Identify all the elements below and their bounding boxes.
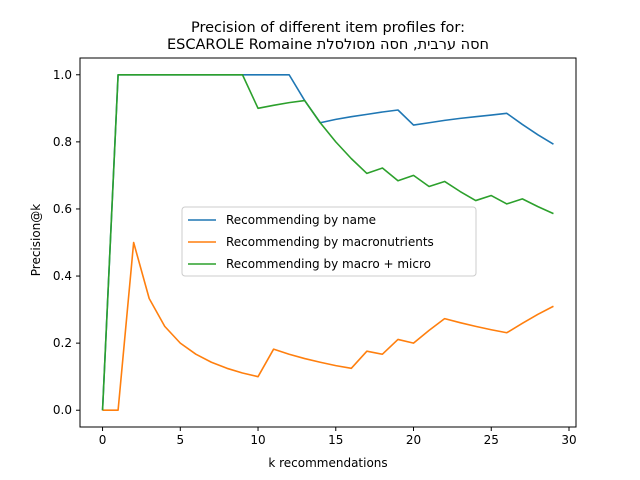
y-axis-ticks: 0.0 0.2 0.4 0.6 0.8 1.0 — [53, 68, 80, 417]
y-tick-label: 0.6 — [53, 202, 72, 216]
series-line-2 — [102, 241, 554, 412]
x-tick-label: 25 — [484, 433, 499, 447]
y-tick-label: 0.8 — [53, 135, 72, 149]
chart-title-line-1: Precision of different item profiles for… — [191, 20, 465, 36]
axes-frame — [79, 57, 577, 428]
legend-label-2: Recommending by macronutrients — [226, 235, 434, 249]
y-tick-label: 0.4 — [53, 269, 72, 283]
legend: Recommending by name Recommending by macr… — [181, 206, 477, 277]
y-axis-label: Precision@k — [29, 204, 43, 277]
x-tick-label: 30 — [561, 433, 576, 447]
x-tick-label: 20 — [406, 433, 421, 447]
legend-label-1: Recommending by name — [226, 213, 376, 227]
x-tick-label: 10 — [250, 433, 265, 447]
series-lines — [101, 73, 554, 412]
legend-box — [181, 206, 477, 277]
y-tick-label: 0.2 — [53, 336, 72, 350]
x-tick-label: 5 — [176, 433, 184, 447]
plot-area-border — [79, 57, 577, 428]
y-tick-label: 1.0 — [53, 68, 72, 82]
y-tick-label: 0.0 — [53, 403, 72, 417]
x-axis-ticks: 0 5 10 15 20 25 30 — [99, 427, 577, 447]
x-axis-label: k recommendations — [268, 456, 387, 470]
series-line-3 — [101, 73, 554, 411]
x-tick-label: 0 — [99, 433, 107, 447]
chart-title-line-2: ESCAROLE Romaine חסה ערבית, חסה מסולסלת — [167, 37, 489, 53]
x-tick-label: 15 — [328, 433, 343, 447]
legend-label-3: Recommending by macro + micro — [226, 257, 431, 271]
